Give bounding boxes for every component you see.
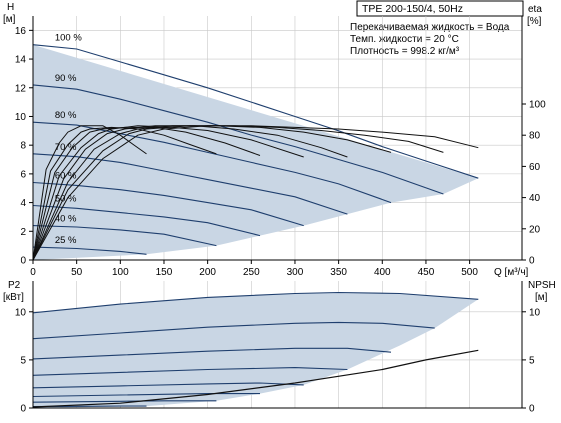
qh-x-tick-label: 300: [287, 267, 304, 278]
eta-curve: [32, 125, 348, 261]
qh-x-tick-label: 250: [243, 267, 260, 278]
fluid-info-line: Перекачиваемая жидкость = Вода: [350, 22, 510, 33]
chart-title: TPE 200-150/4, 50Hz: [362, 3, 463, 15]
power-plot: 0 5 10 0 5 10: [15, 281, 541, 415]
qh-y-tick-label: 10: [15, 112, 27, 123]
qh-x-tick-label: 0: [30, 267, 36, 278]
qh-y-tick-label: 2: [20, 227, 26, 238]
npsh-curve: [32, 349, 479, 408]
chart-header: TPE 200-150/4, 50Hz: [356, 0, 524, 17]
fluid-info-line: Темп. жидкости = 20 °C: [350, 34, 459, 45]
qh-y2-tick-label: 60: [529, 162, 541, 173]
power-operating-area: [33, 292, 479, 408]
qh-curve: [32, 246, 147, 255]
npsh-y-tick-label: 10: [529, 307, 541, 318]
qh-y2-tick-label: 100: [529, 100, 546, 111]
power-y-unit: [кВт]: [3, 292, 24, 303]
qh-x-tick-label: 150: [156, 267, 173, 278]
qh-y2-tick-label: 80: [529, 131, 541, 142]
power-curve: [32, 367, 348, 376]
qh-curve: [32, 44, 479, 179]
power-curve: [32, 321, 435, 340]
qh-x-tick-label: 350: [330, 267, 347, 278]
qh-y2-unit: [%]: [527, 16, 542, 27]
qh-y-tick-label: 14: [15, 55, 27, 66]
fluid-info: Перекачиваемая жидкость = Вода Темп. жид…: [350, 22, 510, 57]
qh-y2-label: eta: [528, 4, 542, 15]
qh-curve: [32, 204, 261, 237]
qh-curve-label: 80 %: [55, 110, 77, 121]
qh-y-tick-label: 6: [20, 169, 26, 180]
qh-curve: [32, 153, 348, 215]
eta-curve: [32, 126, 261, 261]
qh-y-tick-label: 0: [20, 256, 26, 267]
qh-y-label: H: [7, 2, 14, 13]
npsh-y-label: NPSH: [528, 280, 556, 291]
qh-x-tick-label: 100: [112, 267, 129, 278]
qh-curve-label: 100 %: [55, 33, 82, 44]
power-curve: [32, 347, 392, 360]
qh-y-tick-label: 8: [20, 141, 26, 152]
power-y-tick-label: 5: [20, 355, 26, 366]
npsh-y-tick-label: 5: [529, 355, 535, 366]
power-curve: [32, 393, 260, 398]
qh-y-tick-label: 4: [20, 198, 26, 209]
qh-plot: 100 %90 %80 %70 %60 %50 %40 %25 %0246810…: [15, 16, 546, 278]
qh-x-tick-label: 450: [418, 267, 435, 278]
power-curve: [32, 291, 479, 314]
eta-curve: [32, 126, 217, 261]
qh-x-tick-label: 500: [461, 267, 478, 278]
power-y-tick-label: 10: [15, 307, 27, 318]
qh-x-label: Q [м³/ч]: [494, 267, 529, 278]
qh-y2-tick-label: 20: [529, 224, 541, 235]
qh-x-tick-label: 400: [374, 267, 391, 278]
qh-x-tick-label: 50: [71, 267, 83, 278]
qh-y2-tick-label: 40: [529, 193, 541, 204]
power-curve: [32, 382, 304, 389]
qh-x-tick-label: 200: [199, 267, 216, 278]
qh-curve-label: 50 %: [55, 193, 77, 204]
npsh-y-tick-label: 0: [529, 404, 535, 415]
qh-curve: [32, 225, 217, 247]
qh-curve-label: 25 %: [55, 235, 77, 246]
qh-y-unit: [м]: [3, 14, 16, 25]
npsh-y-unit: [м]: [535, 292, 548, 303]
eta-curve: [32, 125, 147, 261]
qh-curve: [32, 121, 392, 204]
qh-operating-area: [33, 44, 479, 261]
qh-y-tick-label: 16: [15, 26, 27, 37]
qh-curve-label: 40 %: [55, 214, 77, 225]
power-y-tick-label: 0: [20, 404, 26, 415]
qh-y-tick-label: 12: [15, 83, 27, 94]
fluid-info-line: Плотность = 998.2 кг/м³: [350, 46, 460, 57]
qh-curve: [32, 181, 304, 227]
power-y-label: P2: [8, 280, 21, 291]
qh-curve-label: 90 %: [55, 73, 77, 84]
qh-y2-tick-label: 0: [529, 256, 535, 267]
